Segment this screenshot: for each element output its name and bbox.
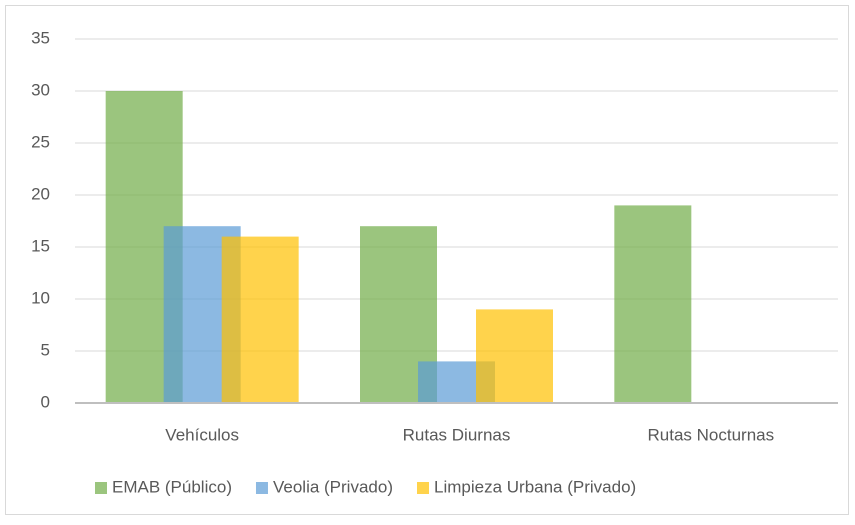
x-tick-label: Rutas Nocturnas: [648, 425, 775, 444]
legend-label: EMAB (Público): [112, 477, 232, 496]
bar: [476, 309, 553, 403]
y-tick-label: 30: [31, 80, 50, 99]
legend-swatch: [95, 482, 107, 494]
x-tick-label: Rutas Diurnas: [403, 425, 511, 444]
y-tick-label: 5: [41, 340, 50, 359]
legend-label: Limpieza Urbana (Privado): [434, 477, 636, 496]
y-tick-label: 15: [31, 236, 50, 255]
bar: [221, 236, 299, 403]
y-tick-label: 0: [41, 392, 50, 411]
y-tick-label: 10: [31, 288, 50, 307]
legend-swatch: [417, 482, 429, 494]
x-tick-label: Vehículos: [165, 425, 239, 444]
y-tick-label: 25: [31, 132, 50, 151]
y-tick-label: 35: [31, 28, 50, 47]
legend-swatch: [255, 482, 268, 494]
y-tick-label: 20: [31, 184, 50, 203]
legend-label: Veolia (Privado): [273, 477, 393, 496]
bar: [614, 205, 692, 403]
